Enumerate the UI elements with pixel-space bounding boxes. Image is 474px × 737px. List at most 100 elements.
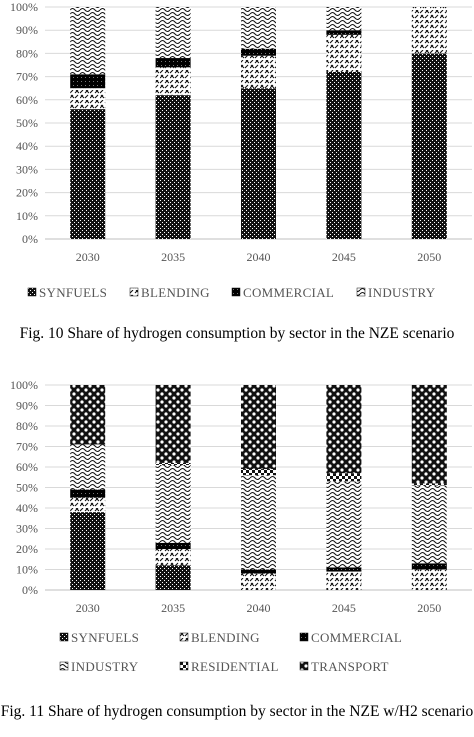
y-axis-ticks: 0% 10% 20% 30% 40% 50% 60% 70% 80% 90% 100% xyxy=(10,378,38,597)
y-tick-label: 50% xyxy=(16,481,38,495)
y-tick-label: 50% xyxy=(16,116,38,130)
legend-swatch-industry xyxy=(59,661,69,671)
legend-label-synfuels: SYNFUELS xyxy=(71,630,139,645)
y-tick-label: 40% xyxy=(16,139,38,153)
bar-segment-commercial-2050 xyxy=(411,563,447,570)
y-tick-label: 10% xyxy=(16,209,38,223)
legend-swatch-blending xyxy=(179,632,189,642)
bar-segment-blending-2035 xyxy=(155,67,191,96)
bar-segment-industry-2045 xyxy=(326,7,362,31)
bar-segment-industry-2050 xyxy=(411,485,447,564)
x-tick-label: 2035 xyxy=(161,250,185,264)
legend-item-synfuels: SYNFUELS xyxy=(27,285,107,300)
y-axis-ticks: 0% 10% 20% 30% 40% 50% 60% 70% 80% 90% 100% xyxy=(10,0,38,246)
x-tick-label: 2030 xyxy=(76,601,100,615)
bar-segment-residential-2035 xyxy=(155,462,191,465)
y-tick-label: 80% xyxy=(16,46,38,60)
bar-segment-industry-2030 xyxy=(70,7,106,75)
bar-segment-blending-2050 xyxy=(411,569,447,590)
bar-segment-blending-2030 xyxy=(70,88,106,110)
legend-label-residential: RESIDENTIAL xyxy=(191,659,279,674)
x-tick-label: 2040 xyxy=(247,250,271,264)
legend-item-synfuels: SYNFUELS xyxy=(59,630,139,645)
y-tick-label: 0% xyxy=(22,232,38,246)
bar-segment-residential-2040 xyxy=(241,469,276,476)
figure-caption-fig11: Fig. 11 Share of hydrogen consumption by… xyxy=(0,703,474,720)
y-tick-label: 90% xyxy=(16,399,38,413)
legend-label-synfuels: SYNFUELS xyxy=(39,285,107,300)
x-tick-label: 2045 xyxy=(332,250,356,264)
legend-swatch-industry xyxy=(356,287,366,297)
legend-item-transport: TRANSPORT xyxy=(299,659,388,674)
bar-segment-commercial-2030 xyxy=(70,489,106,498)
y-tick-label: 100% xyxy=(10,378,38,392)
legend-item-blending: BLENDING xyxy=(179,630,260,645)
y-tick-label: 80% xyxy=(16,419,38,433)
bar-segment-commercial-2045 xyxy=(326,30,362,35)
y-tick-label: 60% xyxy=(16,93,38,107)
y-tick-label: 70% xyxy=(16,440,38,454)
bar-segment-synfuels-2040 xyxy=(241,88,276,239)
bar-segment-transport-2030 xyxy=(70,385,106,445)
y-tick-label: 0% xyxy=(22,583,38,597)
bar-segment-transport-2045 xyxy=(326,385,362,474)
legend-swatch-synfuels xyxy=(59,632,69,642)
bar-segment-synfuels-2035 xyxy=(155,95,191,239)
x-tick-label: 2050 xyxy=(417,250,441,264)
legend-label-blending: BLENDING xyxy=(141,285,210,300)
x-axis-ticks: 2030 2035 2040 2045 2050 xyxy=(76,250,442,264)
bar-segment-transport-2040 xyxy=(241,385,276,470)
bar-segment-industry-2045 xyxy=(326,481,362,568)
y-tick-label: 20% xyxy=(16,186,38,200)
bar-segment-synfuels-2050 xyxy=(411,53,447,240)
bar-segment-blending-2040 xyxy=(241,55,276,89)
bar-segment-synfuels-2030 xyxy=(70,109,106,239)
bar-segment-commercial-2045 xyxy=(326,567,362,572)
bar-segment-blending-2050 xyxy=(411,7,447,54)
legend-item-industry: INDUSTRY xyxy=(356,285,436,300)
legend-item-residential: RESIDENTIAL xyxy=(179,659,279,674)
x-tick-label: 2050 xyxy=(417,601,441,615)
legend-label-blending: BLENDING xyxy=(191,630,260,645)
legend-swatch-transport xyxy=(299,661,309,671)
legend-item-industry: INDUSTRY xyxy=(59,659,138,674)
legend-item-blending: BLENDING xyxy=(129,285,210,300)
legend-item-commercial: COMMERCIAL xyxy=(299,630,402,645)
legend-label-industry: INDUSTRY xyxy=(368,285,436,300)
bar-segment-commercial-2035 xyxy=(155,542,191,549)
bar-segment-blending-2030 xyxy=(70,497,106,513)
bar-segment-blending-2045 xyxy=(326,34,362,72)
bars xyxy=(70,385,447,590)
y-tick-label: 60% xyxy=(16,460,38,474)
x-tick-label: 2045 xyxy=(332,601,356,615)
y-tick-label: 20% xyxy=(16,542,38,556)
bar-segment-industry-2040 xyxy=(241,475,276,570)
bar-segment-residential-2050 xyxy=(411,483,447,486)
legend-item-commercial: COMMERCIAL xyxy=(231,285,334,300)
bar-segment-synfuels-2030 xyxy=(70,512,106,590)
x-tick-label: 2030 xyxy=(76,250,100,264)
legend: SYNFUELS BLENDING COMMERCIAL INDUSTRY RESIDE… xyxy=(59,630,402,674)
bar-segment-industry-2040 xyxy=(241,7,276,49)
bar-segment-blending-2045 xyxy=(326,571,362,590)
bar-segment-transport-2035 xyxy=(155,385,191,463)
bar-segment-commercial-2040 xyxy=(241,48,276,56)
figure-caption-fig10: Fig. 10 Share of hydrogen consumption by… xyxy=(19,325,455,342)
legend-swatch-residential xyxy=(179,661,189,671)
legend-label-commercial: COMMERCIAL xyxy=(311,630,402,645)
bar-segment-synfuels-2035 xyxy=(155,565,191,590)
y-tick-label: 100% xyxy=(10,0,38,14)
y-tick-label: 40% xyxy=(16,501,38,515)
chart-fig10: 0%10%20%30%40%50%60%70%80%90%100% 2030 20… xyxy=(10,0,472,300)
bars xyxy=(70,7,447,240)
bar-segment-commercial-2035 xyxy=(155,58,191,68)
legend-swatch-synfuels xyxy=(27,287,37,297)
bar-segment-industry-2030 xyxy=(70,444,106,490)
bar-segment-synfuels-2045 xyxy=(326,71,362,240)
y-tick-label: 70% xyxy=(16,70,38,84)
bar-segment-blending-2040 xyxy=(241,573,276,590)
bar-segment-commercial-2040 xyxy=(241,569,276,574)
x-axis-ticks: 2030 2035 2040 2045 2050 xyxy=(76,601,442,615)
bar-segment-transport-2050 xyxy=(411,385,447,484)
legend-swatch-commercial xyxy=(231,287,241,297)
